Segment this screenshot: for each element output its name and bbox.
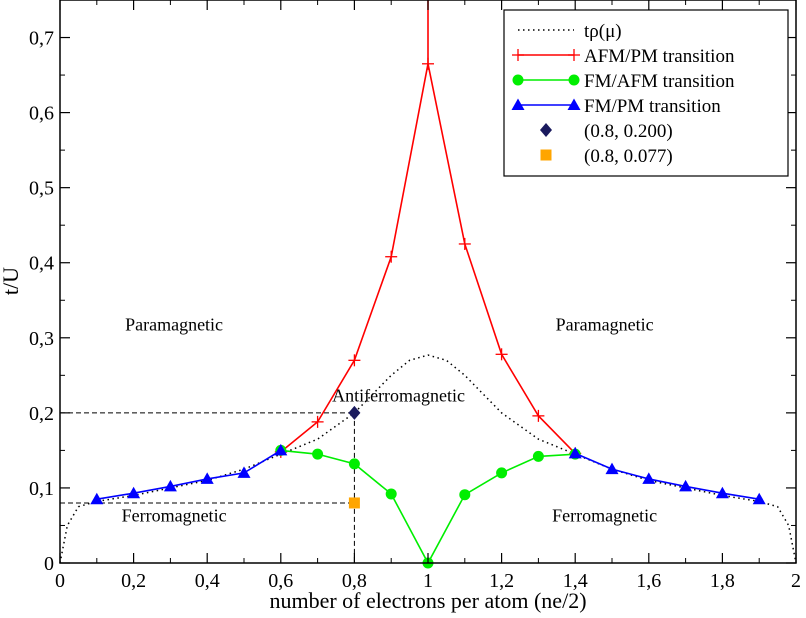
afm-pm-marker xyxy=(385,250,398,263)
y-tick-label: 0,4 xyxy=(29,253,54,275)
fm-afm-marker xyxy=(532,450,544,462)
legend-label: AFM/PM transition xyxy=(584,46,735,67)
legend-label: (0.8, 0.200) xyxy=(584,121,673,142)
y-tick-label: 0,2 xyxy=(29,403,54,425)
legend-entry: (0.8, 0.077) xyxy=(540,146,673,167)
x-tick-label: 2 xyxy=(791,570,801,592)
legend-label: (0.8, 0.077) xyxy=(584,146,673,167)
fm-afm-marker xyxy=(459,489,471,501)
fm-pm-marker xyxy=(679,479,693,492)
fm-afm-marker xyxy=(385,488,397,500)
y-axis-ticks: 0 0,1 0,2 0,3 0,4 0,5 0,6 0,7 xyxy=(29,0,796,575)
fm-pm-line xyxy=(96,449,282,500)
legend-swatch-marker xyxy=(511,98,525,110)
fm-pm-marker xyxy=(568,446,582,459)
fm-pm-marker xyxy=(715,486,729,499)
region-label: Paramagnetic xyxy=(125,314,223,334)
x-tick-label: 0 xyxy=(55,570,65,592)
region-label: Paramagnetic xyxy=(556,314,654,334)
afm-pm-marker xyxy=(311,415,324,428)
fm-pm-marker xyxy=(200,472,214,484)
legend-swatch-marker xyxy=(567,98,581,110)
fm-pm-marker xyxy=(752,492,766,505)
fm-pm-marker xyxy=(642,472,656,484)
legend-swatch xyxy=(540,149,552,161)
x-tick-label: 1 xyxy=(423,570,433,592)
region-labels: Paramagnetic Paramagnetic Antiferromagneti… xyxy=(122,314,658,525)
y-tick-label: 0,6 xyxy=(29,103,54,125)
x-tick-label: 1,8 xyxy=(710,570,735,592)
region-label: Ferromagnetic xyxy=(122,506,227,526)
legend-swatch-marker xyxy=(512,74,524,86)
y-tick-label: 0,5 xyxy=(29,178,54,200)
x-tick-label: 1,4 xyxy=(563,570,588,592)
region-label: Ferromagnetic xyxy=(552,506,657,526)
y-tick-label: 0 xyxy=(44,553,54,575)
afm-pm-marker xyxy=(458,237,471,250)
legend-entry: FM/PM transition xyxy=(511,96,721,117)
legend: tρ(μ) AFM/PM transition FM/AFM transition F… xyxy=(503,9,789,177)
legend-label: FM/AFM transition xyxy=(584,71,735,92)
legend-entry: AFM/PM transition xyxy=(512,46,735,67)
fm-pm-marker xyxy=(127,486,141,499)
legend-box xyxy=(503,9,789,177)
legend-swatch xyxy=(540,123,552,137)
fm-afm-marker xyxy=(312,448,324,460)
y-tick-label: 0,1 xyxy=(29,478,54,500)
x-tick-label: 0,4 xyxy=(195,570,220,592)
legend-swatch-marker xyxy=(568,74,580,86)
x-axis-title: number of electrons per atom (ne/2) xyxy=(269,588,586,613)
highlight-point xyxy=(348,405,361,420)
region-label: Antiferromagnetic xyxy=(332,386,465,406)
legend-entry: tρ(μ) xyxy=(518,21,622,42)
legend-entry: FM/AFM transition xyxy=(512,71,735,92)
afm-pm-marker xyxy=(422,57,434,70)
legend-entry: (0.8, 0.200) xyxy=(540,121,673,142)
afm-pm-marker xyxy=(495,348,508,361)
fm-pm-marker xyxy=(274,443,288,456)
afm-pm-marker xyxy=(532,409,545,422)
afm-pm-marker xyxy=(348,354,361,367)
fm-pm-marker xyxy=(90,492,104,505)
legend-swatch-marker xyxy=(512,49,524,61)
fm-pm-marker xyxy=(163,479,177,492)
legend-swatch-marker xyxy=(568,49,580,61)
fm-afm-marker xyxy=(496,467,508,479)
y-tick-label: 0,3 xyxy=(29,328,54,350)
fm-pm-line xyxy=(574,452,760,500)
y-tick-label: 0,7 xyxy=(29,28,54,50)
tp-mu-curve xyxy=(59,354,797,564)
x-tick-label: 0,6 xyxy=(268,570,293,592)
x-tick-label: 1,6 xyxy=(636,570,661,592)
x-tick-label: 0,2 xyxy=(121,570,146,592)
x-tick-label: 0,8 xyxy=(342,570,367,592)
fm-afm-marker xyxy=(348,458,360,470)
guide-lines xyxy=(60,412,355,563)
fm-pm-marker xyxy=(605,462,619,475)
highlight-point xyxy=(348,497,360,509)
legend-label: tρ(μ) xyxy=(584,21,622,42)
legend-label: FM/PM transition xyxy=(584,96,721,117)
x-tick-label: 1,2 xyxy=(489,570,514,592)
y-axis-title: t/U xyxy=(0,267,23,295)
x-axis-ticks: 0 0,2 0,4 0,6 0,8 1 1,2 1,4 1,6 1,8 2 xyxy=(55,0,801,592)
fm-pm-marker xyxy=(237,466,251,478)
